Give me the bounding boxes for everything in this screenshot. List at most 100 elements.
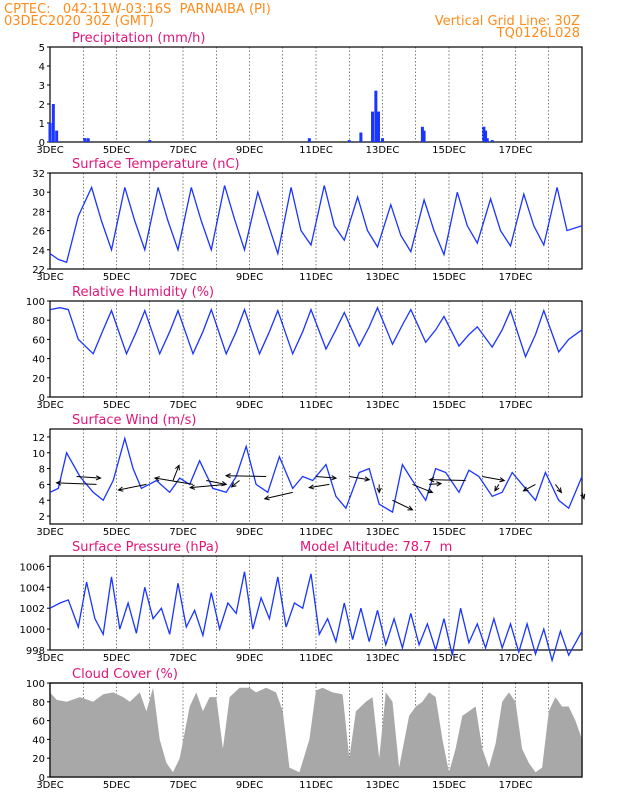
x-tick-label: 5DEC [103, 780, 130, 791]
wind-arrow [231, 480, 240, 488]
plot-frame-overlay [49, 682, 583, 778]
x-tick-label: 13DEC [366, 145, 400, 156]
x-tick-label: 3DEC [36, 653, 63, 664]
y-tick-label: 22 [32, 265, 45, 276]
x-tick-label: 17DEC [499, 145, 533, 156]
precip-bar [485, 138, 489, 142]
x-tick-label: 9DEC [236, 653, 263, 664]
x-tick-label: 3DEC [36, 780, 63, 791]
header-init-time: 03DEC2020 30Z (GMT) [4, 14, 154, 29]
wind-arrow [315, 476, 337, 479]
cloud-cover-title: Cloud Cover (%) [72, 667, 178, 682]
x-tick-label: 3DEC [36, 400, 63, 411]
series-line [49, 436, 583, 514]
x-tick-label: 3DEC [36, 145, 63, 156]
wind-arrow-head [499, 477, 506, 483]
x-tick-label: 13DEC [366, 527, 400, 538]
x-tick-label: 15DEC [432, 527, 466, 538]
wind-arrow-head [580, 493, 586, 500]
y-tick-label: 2 [39, 100, 45, 111]
wind-arrow [429, 479, 466, 481]
wind-arrow [349, 476, 370, 481]
wind-arrow-head [308, 484, 315, 490]
precipitation-title: Precipitation (mm/h) [72, 31, 205, 46]
x-tick-label: 5DEC [103, 653, 130, 664]
x-tick-label: 11DEC [299, 653, 333, 664]
precip-bar [374, 90, 378, 142]
wind-arrow [523, 483, 536, 492]
wind-arrow [264, 491, 293, 500]
wind-arrow-head [428, 477, 435, 483]
x-tick-label: 17DEC [499, 272, 533, 283]
y-tick-label: 28 [32, 207, 45, 218]
precip-bar [307, 138, 311, 142]
y-tick-label: 60 [32, 335, 45, 346]
wind-arrow-head [494, 485, 500, 492]
y-tick-label: 12 [32, 433, 45, 444]
y-tick-label: 5 [39, 43, 45, 54]
wind-arrow [206, 479, 227, 485]
y-tick-label: 4 [39, 496, 45, 507]
x-tick-label: 5DEC [103, 272, 130, 283]
x-tick-label: 15DEC [432, 272, 466, 283]
y-tick-label: 26 [32, 227, 45, 238]
wind-arrow [555, 484, 562, 493]
x-tick-label: 11DEC [299, 400, 333, 411]
precip-bar [86, 138, 90, 142]
precip-bar [55, 130, 59, 142]
y-tick-label: 100 [26, 679, 45, 690]
wind-arrow-head [221, 481, 228, 487]
header-station: CPTEC: 042:11W-03:16S PARNAIBA (PI) [4, 2, 271, 17]
wind-arrow-head [263, 495, 270, 501]
x-tick-label: 3DEC [36, 272, 63, 283]
x-tick-label: 17DEC [499, 780, 533, 791]
x-tick-label: 13DEC [366, 400, 400, 411]
y-tick-label: 1004 [20, 583, 45, 594]
wind-arrow-head [427, 488, 434, 494]
y-tick-label: 8 [39, 465, 45, 476]
x-tick-label: 5DEC [103, 145, 130, 156]
wind-arrow-head [153, 476, 160, 482]
wind-arrow-head [331, 475, 338, 481]
x-tick-label: 11DEC [299, 272, 333, 283]
x-tick-label: 13DEC [366, 272, 400, 283]
y-tick-label: 100 [26, 297, 45, 308]
wind-arrow [309, 483, 330, 489]
y-tick-label: 20 [32, 754, 45, 765]
wind-arrow [154, 477, 194, 485]
wind-arrow-head [95, 475, 102, 481]
precip-bar [381, 138, 384, 142]
y-tick-label: 3 [39, 81, 45, 92]
y-tick-label: 40 [32, 735, 45, 746]
x-tick-label: 11DEC [299, 527, 333, 538]
wind-panel: Surface Wind (m/s) 3DEC 5DEC 7DEC 9DEC 11DEC… [32, 413, 586, 538]
wind-arrow-head [117, 486, 124, 492]
precip-bar [83, 138, 87, 142]
x-tick-label: 17DEC [499, 527, 533, 538]
x-tick-label: 15DEC [432, 145, 466, 156]
series-line [49, 185, 583, 264]
y-tick-label: 24 [32, 246, 45, 257]
wind-arrow-head [364, 476, 371, 482]
pressure-panel: Surface Pressure (hPa) Model Altitude: 7… [20, 540, 583, 664]
cloud-cover-panel: Cloud Cover (%) 3DEC 5DEC 7DEC 9DEC 11DEC 13D… [26, 667, 583, 791]
model-altitude: Model Altitude: 78.7 m [300, 540, 452, 555]
temperature-panel: Surface Temperature (nC) 3DEC 5DEC 7DEC 9DE… [32, 157, 583, 283]
x-tick-label: 11DEC [299, 145, 333, 156]
y-tick-label: 0 [39, 773, 45, 784]
y-tick-label: 1 [39, 119, 45, 130]
humidity-panel: Relative Humidity (%) 3DEC 5DEC 7DEC 9DEC 11… [26, 285, 583, 411]
wind-arrow-head [175, 464, 180, 471]
wind-arrow-head [376, 487, 382, 494]
x-tick-label: 5DEC [103, 527, 130, 538]
x-tick-label: 9DEC [236, 145, 263, 156]
pressure-title: Surface Pressure (hPa) [72, 540, 219, 555]
precip-bar [484, 130, 488, 142]
x-tick-label: 9DEC [236, 527, 263, 538]
x-tick-label: 17DEC [499, 653, 533, 664]
precip-bar [490, 140, 494, 142]
x-tick-label: 7DEC [169, 272, 196, 283]
wind-arrow-head [436, 481, 443, 487]
wind-arrow [429, 483, 442, 485]
